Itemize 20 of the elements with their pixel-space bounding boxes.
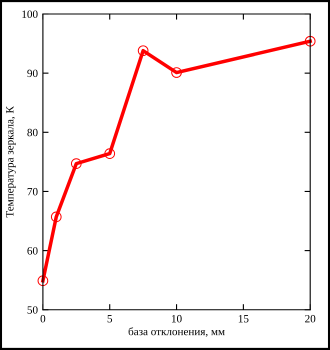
y-tick-label: 70 bbox=[28, 188, 38, 196]
x-tick-label: 5 bbox=[108, 315, 112, 322]
y-axis-title: Температура зеркала, К bbox=[6, 106, 16, 218]
x-tick-label: 20 bbox=[305, 314, 316, 322]
x-axis-title: база отклонения, мм bbox=[128, 327, 225, 337]
point bbox=[304, 36, 316, 47]
point bbox=[171, 67, 182, 78]
x-tick-label: 0 bbox=[40, 314, 46, 322]
point bbox=[70, 158, 82, 169]
y-tick-label: 50 bbox=[28, 306, 38, 314]
point bbox=[38, 275, 48, 286]
y-tick-label: 90 bbox=[27, 70, 38, 78]
point bbox=[50, 212, 62, 222]
y-tick-label: 80 bbox=[27, 128, 38, 136]
point bbox=[138, 45, 148, 56]
y-tick-label: 60 bbox=[27, 247, 38, 255]
point bbox=[104, 148, 116, 159]
x-tick-label: 15 bbox=[238, 314, 248, 322]
y-tick-label: 100 bbox=[22, 10, 38, 18]
x-tick-label: 10 bbox=[172, 314, 182, 322]
